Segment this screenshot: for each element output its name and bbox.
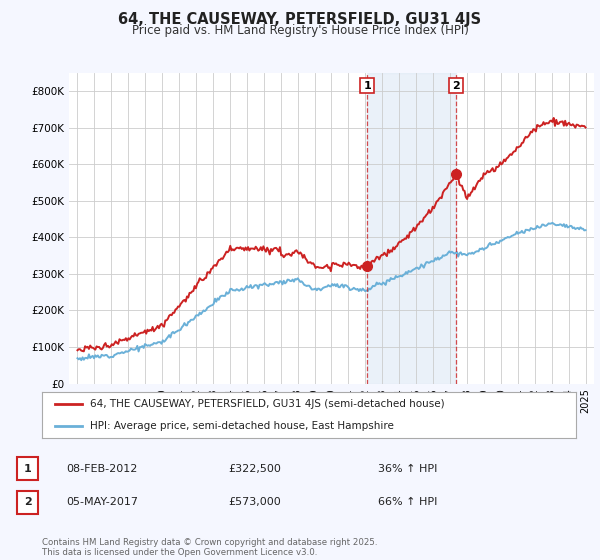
Text: 1: 1 <box>363 81 371 91</box>
Text: 2: 2 <box>452 81 460 91</box>
Text: HPI: Average price, semi-detached house, East Hampshire: HPI: Average price, semi-detached house,… <box>90 421 394 431</box>
Text: £573,000: £573,000 <box>228 497 281 507</box>
Text: Contains HM Land Registry data © Crown copyright and database right 2025.
This d: Contains HM Land Registry data © Crown c… <box>42 538 377 557</box>
Text: 05-MAY-2017: 05-MAY-2017 <box>66 497 138 507</box>
Text: 64, THE CAUSEWAY, PETERSFIELD, GU31 4JS: 64, THE CAUSEWAY, PETERSFIELD, GU31 4JS <box>118 12 482 27</box>
Text: 2: 2 <box>24 497 31 507</box>
Text: 66% ↑ HPI: 66% ↑ HPI <box>378 497 437 507</box>
Bar <box>367 73 456 384</box>
Text: 1: 1 <box>24 464 31 474</box>
Text: £322,500: £322,500 <box>228 464 281 474</box>
Text: 64, THE CAUSEWAY, PETERSFIELD, GU31 4JS (semi-detached house): 64, THE CAUSEWAY, PETERSFIELD, GU31 4JS … <box>90 399 445 409</box>
Text: 36% ↑ HPI: 36% ↑ HPI <box>378 464 437 474</box>
Text: 08-FEB-2012: 08-FEB-2012 <box>66 464 137 474</box>
Text: Price paid vs. HM Land Registry's House Price Index (HPI): Price paid vs. HM Land Registry's House … <box>131 24 469 37</box>
